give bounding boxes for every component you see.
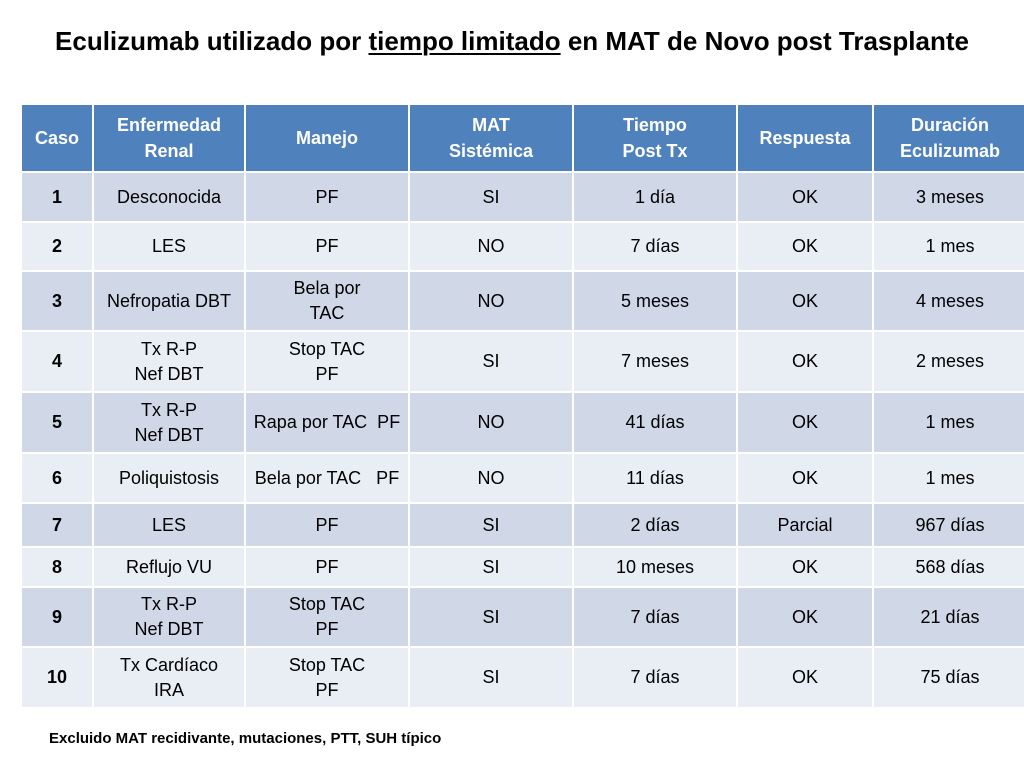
- cell-enfermedad: LES: [94, 223, 244, 270]
- table-row: 5 Tx R-P Nef DBT Rapa por TAC PF NO 41 dí…: [22, 393, 1024, 452]
- cell-duracion: 21 días: [874, 588, 1024, 646]
- cell-respuesta: OK: [738, 588, 872, 646]
- cases-table: Caso Enfermedad Renal Manejo MAT Sistémica…: [20, 103, 1024, 709]
- cell-duracion: 2 meses: [874, 332, 1024, 391]
- cell-caso: 8: [22, 548, 92, 586]
- cell-manejo: PF: [246, 173, 408, 221]
- header-mat-sistemica: MAT Sistémica: [410, 105, 572, 171]
- cell-caso: 1: [22, 173, 92, 221]
- cell-enfermedad: LES: [94, 504, 244, 546]
- table-row: 9 Tx R-P Nef DBT Stop TAC PF SI 7 días OK …: [22, 588, 1024, 646]
- cell-tiempo: 7 meses: [574, 332, 736, 391]
- cell-manejo: PF: [246, 223, 408, 270]
- cell-caso: 3: [22, 272, 92, 330]
- cell-tiempo: 11 días: [574, 454, 736, 502]
- cell-tiempo: 7 días: [574, 588, 736, 646]
- cell-respuesta: OK: [738, 454, 872, 502]
- cell-manejo: PF: [246, 548, 408, 586]
- cell-mat: SI: [410, 332, 572, 391]
- cell-tiempo: 2 días: [574, 504, 736, 546]
- cell-manejo: Stop TAC PF: [246, 648, 408, 707]
- table-row: 6 Poliquistosis Bela por TAC PF NO 11 dí…: [22, 454, 1024, 502]
- cell-caso: 4: [22, 332, 92, 391]
- cell-enfermedad: Tx Cardíaco IRA: [94, 648, 244, 707]
- cell-caso: 2: [22, 223, 92, 270]
- cell-mat: NO: [410, 272, 572, 330]
- cell-mat: SI: [410, 648, 572, 707]
- cell-duracion: 1 mes: [874, 393, 1024, 452]
- header-row: Caso Enfermedad Renal Manejo MAT Sistémica…: [22, 105, 1024, 171]
- header-caso: Caso: [22, 105, 92, 171]
- cell-duracion: 3 meses: [874, 173, 1024, 221]
- cell-caso: 6: [22, 454, 92, 502]
- cell-duracion: 967 días: [874, 504, 1024, 546]
- cell-tiempo: 5 meses: [574, 272, 736, 330]
- cell-caso: 9: [22, 588, 92, 646]
- header-respuesta: Respuesta: [738, 105, 872, 171]
- cell-enfermedad: Desconocida: [94, 173, 244, 221]
- cell-manejo: Bela por TAC: [246, 272, 408, 330]
- cell-mat: NO: [410, 454, 572, 502]
- cell-manejo: PF: [246, 504, 408, 546]
- cell-duracion: 4 meses: [874, 272, 1024, 330]
- cell-duracion: 75 días: [874, 648, 1024, 707]
- cell-enfermedad: Tx R-P Nef DBT: [94, 588, 244, 646]
- cell-duracion: 568 días: [874, 548, 1024, 586]
- cell-enfermedad: Tx R-P Nef DBT: [94, 332, 244, 391]
- cell-respuesta: OK: [738, 173, 872, 221]
- slide-title: Eculizumab utilizado por tiempo limitado…: [0, 26, 1024, 57]
- cell-manejo: Stop TAC PF: [246, 588, 408, 646]
- table-row: 4 Tx R-P Nef DBT Stop TAC PF SI 7 meses OK…: [22, 332, 1024, 391]
- header-enfermedad-renal: Enfermedad Renal: [94, 105, 244, 171]
- cell-mat: NO: [410, 223, 572, 270]
- footnote: Excluido MAT recidivante, mutaciones, PT…: [49, 730, 442, 747]
- title-underlined: tiempo limitado: [368, 26, 561, 56]
- table-row: 7 LES PF SI 2 días Parcial 967 días: [22, 504, 1024, 546]
- cell-respuesta: OK: [738, 548, 872, 586]
- header-duracion-eculizumab: Duración Eculizumab: [874, 105, 1024, 171]
- cell-enfermedad: Tx R-P Nef DBT: [94, 393, 244, 452]
- cell-tiempo: 7 días: [574, 648, 736, 707]
- cell-caso: 5: [22, 393, 92, 452]
- header-tiempo-post-tx: Tiempo Post Tx: [574, 105, 736, 171]
- cell-enfermedad: Nefropatia DBT: [94, 272, 244, 330]
- table-row: 8 Reflujo VU PF SI 10 meses OK 568 días: [22, 548, 1024, 586]
- cell-mat: NO: [410, 393, 572, 452]
- title-part-2: en MAT de Novo post Trasplante: [560, 26, 969, 56]
- table-row: 3 Nefropatia DBT Bela por TAC NO 5 meses …: [22, 272, 1024, 330]
- cell-mat: SI: [410, 173, 572, 221]
- cell-respuesta: Parcial: [738, 504, 872, 546]
- cell-mat: SI: [410, 548, 572, 586]
- cell-respuesta: OK: [738, 648, 872, 707]
- cell-mat: SI: [410, 504, 572, 546]
- cell-duracion: 1 mes: [874, 454, 1024, 502]
- cell-duracion: 1 mes: [874, 223, 1024, 270]
- cell-tiempo: 10 meses: [574, 548, 736, 586]
- cell-mat: SI: [410, 588, 572, 646]
- cell-enfermedad: Poliquistosis: [94, 454, 244, 502]
- cell-enfermedad: Reflujo VU: [94, 548, 244, 586]
- cell-caso: 10: [22, 648, 92, 707]
- cell-respuesta: OK: [738, 272, 872, 330]
- table-row: 2 LES PF NO 7 días OK 1 mes: [22, 223, 1024, 270]
- cell-respuesta: OK: [738, 223, 872, 270]
- cell-tiempo: 1 día: [574, 173, 736, 221]
- cell-tiempo: 7 días: [574, 223, 736, 270]
- cell-respuesta: OK: [738, 332, 872, 391]
- cell-respuesta: OK: [738, 393, 872, 452]
- header-manejo: Manejo: [246, 105, 408, 171]
- cell-manejo: Bela por TAC PF: [246, 454, 408, 502]
- table-row: 1 Desconocida PF SI 1 día OK 3 meses: [22, 173, 1024, 221]
- cell-tiempo: 41 días: [574, 393, 736, 452]
- cell-manejo: Stop TAC PF: [246, 332, 408, 391]
- title-part-1: Eculizumab utilizado por: [55, 26, 369, 56]
- cell-manejo: Rapa por TAC PF: [246, 393, 408, 452]
- table-row: 10 Tx Cardíaco IRA Stop TAC PF SI 7 días O…: [22, 648, 1024, 707]
- cell-caso: 7: [22, 504, 92, 546]
